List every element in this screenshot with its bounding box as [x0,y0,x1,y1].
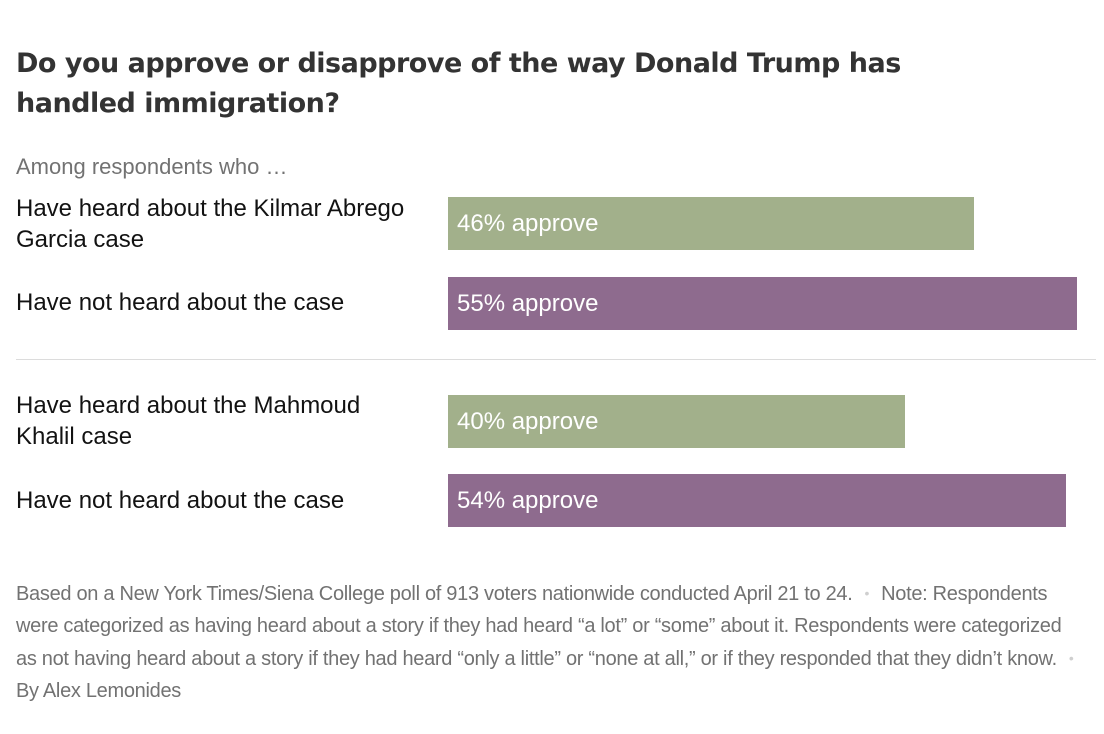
bar: 54% approve [448,474,1066,527]
row-label: Have heard about the Mahmoud Khalil case [16,392,361,450]
chart-title: Do you approve or disapprove of the way … [16,48,901,119]
footnote-byline: By Alex Lemonides [16,680,181,702]
group-divider [16,359,1096,360]
chart-subhead: Among respondents who … [16,154,288,179]
footnote-separator: • [1068,650,1074,666]
row-label: Have heard about the Kilmar Abrego Garci… [16,195,405,253]
footnote-source: Based on a New York Times/Siena College … [16,583,853,605]
bar: 46% approve [448,197,974,250]
bar: 40% approve [448,395,905,448]
bar-value-label: 40% approve [457,407,599,435]
footnote-separator: • [864,585,870,601]
bar-value-label: 55% approve [457,289,599,317]
bar-value-label: 46% approve [457,209,599,237]
row-label: Have not heard about the case [16,487,345,514]
bar-value-label: 54% approve [457,486,599,514]
footnote: Based on a New York Times/Siena College … [16,577,1086,707]
bar: 55% approve [448,277,1077,330]
row-label: Have not heard about the case [16,289,345,316]
footnote-note: Note: Respondents were categorized as ha… [16,583,1062,670]
